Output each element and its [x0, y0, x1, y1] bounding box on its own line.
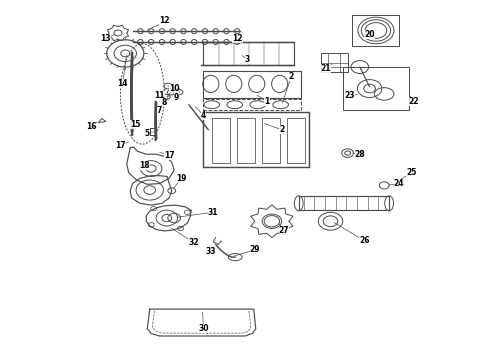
Text: 3: 3: [245, 55, 250, 64]
Text: 15: 15: [130, 120, 140, 129]
Text: 2: 2: [279, 125, 284, 134]
Text: 2: 2: [289, 72, 294, 81]
Text: 32: 32: [189, 238, 199, 247]
Text: 17: 17: [115, 141, 126, 150]
Bar: [203, 99, 301, 110]
Text: 8: 8: [162, 98, 167, 107]
Text: 11: 11: [154, 91, 165, 100]
Bar: [203, 42, 294, 65]
Text: 24: 24: [393, 179, 404, 188]
Bar: [237, 118, 255, 163]
Text: 17: 17: [164, 151, 174, 160]
Text: 4: 4: [201, 111, 206, 120]
Bar: [203, 71, 301, 98]
Text: 31: 31: [208, 208, 219, 217]
Bar: [299, 197, 389, 210]
Text: 10: 10: [169, 84, 179, 93]
Text: 7: 7: [157, 105, 162, 114]
Text: 22: 22: [408, 96, 419, 105]
Text: 1: 1: [265, 96, 270, 105]
Text: 18: 18: [140, 161, 150, 170]
Text: 25: 25: [406, 168, 416, 177]
Text: 30: 30: [198, 324, 209, 333]
Text: 23: 23: [345, 91, 355, 100]
Bar: [343, 67, 409, 110]
Text: 13: 13: [100, 34, 111, 43]
Bar: [352, 15, 399, 45]
Text: 28: 28: [354, 150, 365, 159]
Text: 27: 27: [279, 226, 290, 235]
Bar: [321, 53, 347, 72]
Bar: [287, 118, 305, 163]
Text: 16: 16: [86, 122, 97, 131]
Text: 33: 33: [205, 247, 216, 256]
Bar: [203, 112, 309, 167]
Text: 12: 12: [232, 34, 243, 43]
Text: 29: 29: [249, 246, 260, 255]
Text: 9: 9: [174, 93, 179, 102]
Bar: [262, 118, 280, 163]
Bar: [212, 118, 230, 163]
Text: 5: 5: [145, 129, 150, 138]
Text: 12: 12: [159, 16, 170, 25]
Text: 21: 21: [320, 64, 331, 73]
Text: 20: 20: [365, 30, 375, 39]
Text: 26: 26: [360, 237, 370, 246]
Text: 19: 19: [176, 174, 187, 183]
Text: 14: 14: [118, 79, 128, 88]
